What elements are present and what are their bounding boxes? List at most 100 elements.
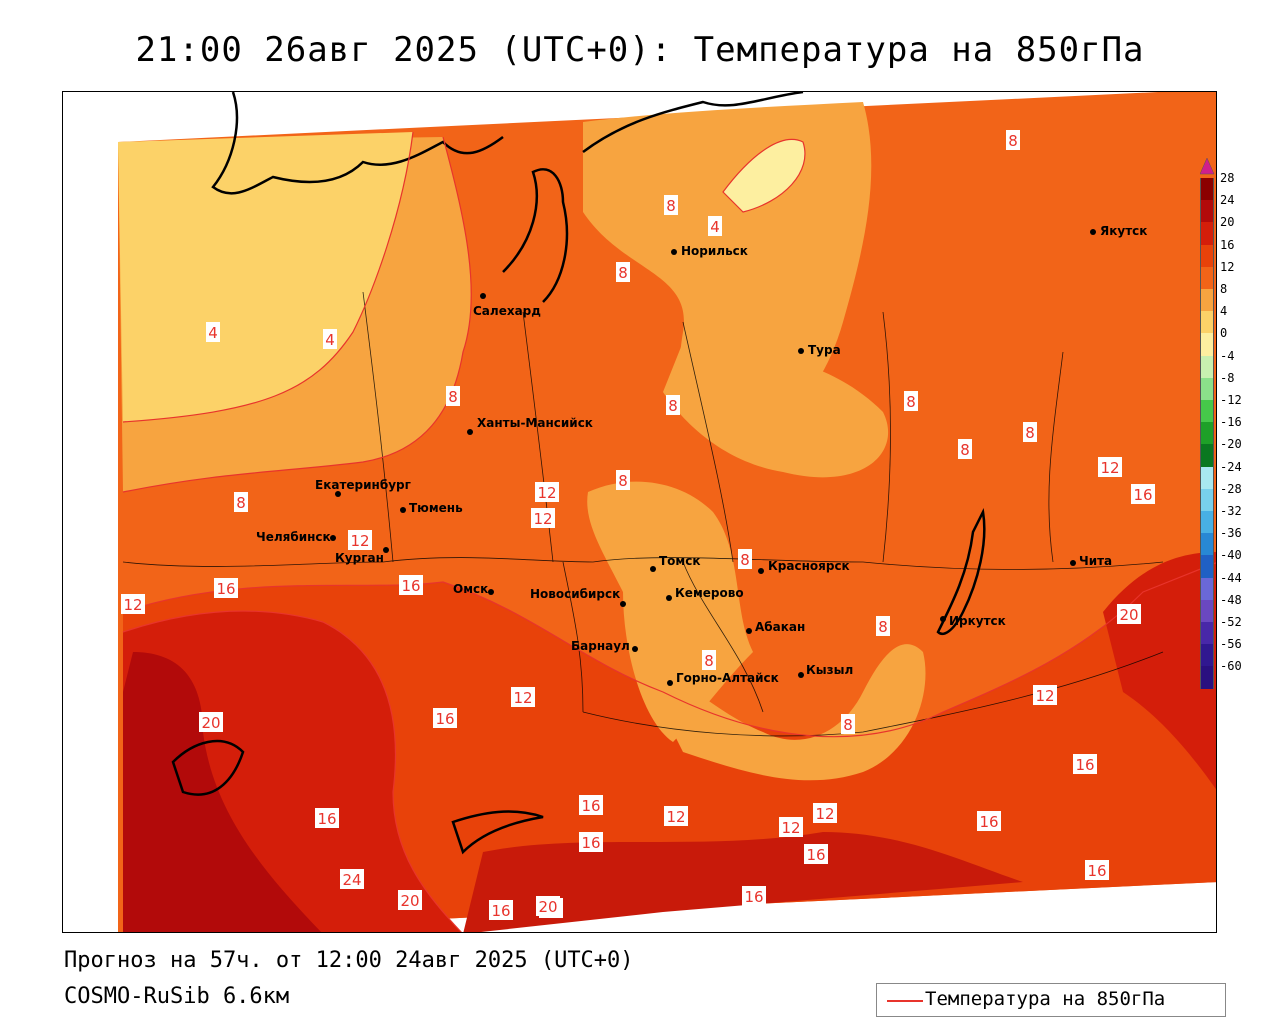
isotherm-label-box: [323, 329, 337, 349]
colorbar-swatch: [1200, 355, 1214, 378]
isotherm-value-label: 12: [513, 689, 532, 707]
isotherm-label-box: [1117, 604, 1141, 624]
field-zone-20-south: [463, 832, 1023, 932]
colorbar-tick-label: -20: [1220, 437, 1242, 452]
city-label-irkutsk: Иркутск: [949, 614, 1006, 628]
city-dot: [400, 507, 406, 513]
colorbar-swatch: [1200, 244, 1214, 267]
isotherm-value-label: 16: [401, 577, 420, 595]
isotherm-label-box: [616, 470, 630, 490]
colorbar-swatch: [1200, 466, 1214, 489]
city-label-yakutsk: Якутск: [1100, 224, 1147, 238]
isotherm-label-box: [446, 386, 460, 406]
colorbar-swatch: [1200, 311, 1214, 334]
isotherm-value-label: 8: [668, 397, 678, 415]
city-dot: [667, 680, 673, 686]
colorbar-tick-label: -8: [1220, 370, 1235, 385]
isotherm-value-label: 16: [1133, 486, 1152, 504]
city-label-ekaterinburg: Екатеринбург: [315, 478, 411, 492]
colorbar-tick-label: -56: [1220, 637, 1242, 652]
isotherm-label-box: [348, 530, 372, 550]
colorbar-swatch: [1200, 511, 1214, 534]
isotherm-value-label: 12: [666, 808, 685, 826]
city-label-gorno-altaysk: Горно-Алтайск: [676, 671, 779, 685]
isotherm-value-label: 20: [1119, 606, 1138, 624]
city-label-khanty-mansiysk: Ханты-Мансийск: [477, 416, 593, 430]
isotherm-value-label: 8: [1008, 132, 1018, 150]
isotherm-value-label: 12: [350, 532, 369, 550]
isotherm-label-box: [1131, 484, 1155, 504]
isotherm-label-box: [579, 832, 603, 852]
city-label-novosibirsk: Новосибирск: [530, 587, 620, 601]
colorbar-tick-label: -28: [1220, 481, 1242, 496]
colorbar-tick-label: 8: [1220, 282, 1228, 296]
isotherm-label-box: [904, 391, 918, 411]
colorbar-tick-label: -48: [1220, 592, 1242, 607]
isotherm-label-box: [977, 811, 1001, 831]
colorbar-swatch: [1200, 622, 1214, 645]
legend: Температура на 850гПа: [876, 983, 1226, 1017]
isotherm-label-box: [804, 844, 828, 864]
city-label-kurgan: Курган: [335, 551, 384, 565]
isotherm-value-label: 8: [740, 551, 750, 569]
isotherm-value-label: 20: [400, 892, 419, 910]
city-label-krasnoyarsk: Красноярск: [768, 559, 850, 573]
isotherm-value-label: 20: [201, 714, 220, 732]
colorbar-swatch: [1200, 200, 1214, 223]
colorbar-tick-label: 20: [1220, 215, 1235, 230]
isotherm-value-label: 24: [342, 871, 361, 889]
chart-title: 21:00 26авг 2025 (UTC+0): Температура на…: [135, 30, 1145, 70]
field-zone-8-central: [663, 342, 889, 478]
isotherm-label-box: [1033, 685, 1057, 705]
colorbar-tick-label: 0: [1220, 326, 1228, 341]
forecast-info: Прогноз на 57ч. от 12:00 24авг 2025 (UTC…: [64, 948, 634, 973]
isotherm-value-label: 8: [448, 388, 458, 406]
isotherm-label-box: [199, 712, 223, 732]
isotherm-value-label: 12: [537, 484, 556, 502]
isotherm-value-label: 12: [1035, 687, 1054, 705]
isotherm-label-box: [536, 896, 560, 916]
city-dot: [650, 566, 656, 572]
city-dot: [798, 672, 804, 678]
isotherm-label-box: [121, 594, 145, 614]
isotherm-label-box: [398, 890, 422, 910]
colorbar-tick-label: -44: [1220, 570, 1242, 585]
city-dot: [467, 429, 473, 435]
temperature-map: Норильск Якутск Салехард Тура Ханты-Манс…: [118, 92, 1216, 932]
colorbar-swatch: [1200, 555, 1214, 578]
isotherm-label-box: [1085, 860, 1109, 880]
city-dot: [480, 293, 486, 299]
city-label-kemerovo: Кемерово: [675, 586, 744, 600]
isotherm-label-box: [1006, 130, 1020, 150]
city-dot: [940, 616, 946, 622]
city-dot: [632, 646, 638, 652]
isotherm-value-label: 12: [123, 596, 142, 614]
colorbar-swatch: [1200, 178, 1214, 201]
isotherm-label-box: [399, 575, 423, 595]
city-label-omsk: Омск: [453, 582, 488, 596]
colorbar-tick-label: -60: [1220, 659, 1242, 674]
isotherm-value-label: 16: [581, 834, 600, 852]
isotherm-label-box: [579, 795, 603, 815]
isotherm-label-box: [664, 195, 678, 215]
colorbar: 28 24 20 16 12 8 4 0 -4 -8 -12 -16 -20 -24 -28 -32 -36 -4…: [1200, 158, 1280, 689]
isotherm-value-label: 8: [666, 197, 676, 215]
field-zone-8-altai: [643, 644, 926, 781]
colorbar-swatch: [1200, 644, 1214, 667]
isotherm-label-box: [340, 869, 364, 889]
colorbar-top-arrow: [1200, 158, 1215, 175]
colorbar-swatch: [1200, 488, 1214, 511]
city-label-chelyabinsk: Челябинск: [256, 530, 331, 544]
isotherm-value-label: 20: [538, 898, 557, 916]
city-label-tura: Тура: [808, 343, 841, 357]
isotherm-value-label: 8: [906, 393, 916, 411]
isotherm-label-box: [616, 262, 630, 282]
coastline-taimyr: [582, 92, 804, 154]
isotherm-value-label: 4: [208, 324, 218, 342]
legend-label: Температура на 850гПа: [925, 988, 1166, 1010]
field-zone-4-northwest: [118, 132, 413, 422]
isotherm-value-label: 12: [1100, 459, 1119, 477]
legend-line-swatch: [887, 1000, 923, 1002]
city-markers: Норильск Якутск Салехард Тура Ханты-Манс…: [256, 224, 1147, 686]
map-canvas[interactable]: Норильск Якутск Салехард Тура Ханты-Манс…: [62, 91, 1217, 933]
